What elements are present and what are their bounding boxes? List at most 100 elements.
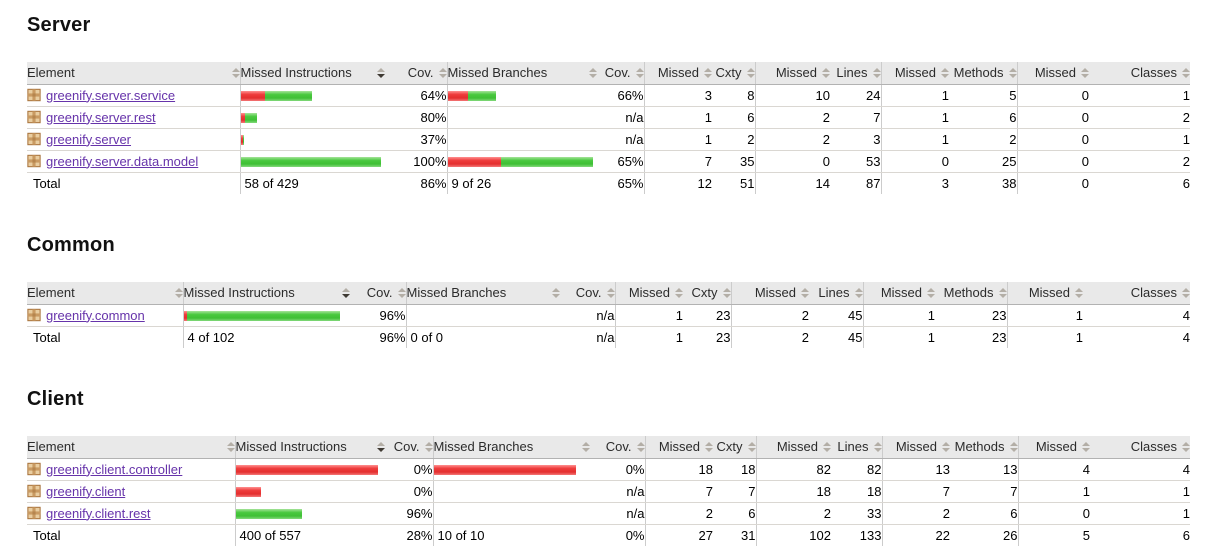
- instruction-coverage-value: 96%: [350, 304, 406, 327]
- counter-value: 1: [1090, 502, 1190, 525]
- package-icon: [27, 88, 41, 102]
- total-instructions: 58 of 429: [239, 172, 385, 194]
- column-header-missed-9[interactable]: Missed: [881, 436, 950, 459]
- counter-value: 35: [712, 150, 755, 173]
- total-branches: 9 of 26: [446, 172, 597, 194]
- column-header-missed-11[interactable]: Missed: [1016, 62, 1089, 85]
- sort-icon: [1082, 441, 1090, 452]
- column-header-element-0[interactable]: Element: [27, 62, 240, 85]
- branch-coverage-value: n/a: [590, 480, 645, 503]
- column-header-cov-2[interactable]: Cov.: [385, 436, 433, 459]
- counter-value: 2: [1089, 150, 1190, 173]
- total-counter-value: 1: [1006, 326, 1083, 348]
- total-branch-coverage: 65%: [617, 175, 644, 191]
- coverage-bar-cell: [446, 84, 597, 107]
- package-link[interactable]: greenify.client: [46, 483, 126, 499]
- package-link[interactable]: greenify.client.controller: [46, 461, 183, 477]
- column-header-element-0[interactable]: Element: [27, 282, 183, 305]
- column-header-missed-9[interactable]: Missed: [880, 62, 949, 85]
- column-header-cxty-6[interactable]: Cxty: [712, 62, 755, 85]
- column-header-methods-10[interactable]: Methods: [935, 282, 1007, 305]
- total-branch-coverage: n/a: [596, 329, 615, 345]
- column-header-missed-5[interactable]: Missed: [644, 436, 713, 459]
- column-header-missed-11[interactable]: Missed: [1006, 282, 1083, 305]
- total-counter-value: 14: [754, 172, 830, 194]
- counter-value: 2: [949, 128, 1017, 151]
- column-header-methods-10[interactable]: Methods: [950, 436, 1018, 459]
- column-header-missed-7[interactable]: Missed: [755, 436, 831, 459]
- sort-icon: [174, 287, 183, 298]
- package-link[interactable]: greenify.server: [46, 131, 132, 147]
- report-body: Server Element Missed Instructions Cov. Miss…: [27, 14, 1212, 546]
- column-header-missed-branches-3[interactable]: Missed Branches: [446, 62, 597, 85]
- counter-value: 2: [644, 502, 713, 525]
- coverage-section-server: Server Element Missed Instructions Cov. Miss…: [27, 14, 1212, 194]
- column-header-missed-5[interactable]: Missed: [643, 62, 712, 85]
- counter-value: 1: [1089, 84, 1190, 107]
- section-title: Server: [27, 14, 91, 36]
- total-counter-value: 5: [1017, 524, 1090, 546]
- column-header-lines-8[interactable]: Lines: [809, 282, 863, 305]
- counter-value: 4: [1090, 458, 1190, 481]
- column-header-cov-4[interactable]: Cov.: [560, 282, 615, 305]
- column-header-missed-7[interactable]: Missed: [730, 282, 809, 305]
- column-header-cov-4[interactable]: Cov.: [590, 436, 645, 459]
- counter-value: 10: [754, 84, 830, 107]
- total-instructions: 400 of 557: [234, 524, 385, 546]
- branch-coverage-value: 65%: [597, 150, 644, 173]
- column-header-missed-branches-3[interactable]: Missed Branches: [432, 436, 590, 459]
- package-link[interactable]: greenify.server.data.model: [46, 153, 199, 169]
- counter-value: 1: [614, 304, 683, 327]
- coverage-section-common: Common Element Missed Instructions Cov. Miss…: [27, 234, 1212, 348]
- counter-value: 3: [830, 128, 881, 151]
- counter-value: 18: [644, 458, 713, 481]
- column-header-cov-4[interactable]: Cov.: [597, 62, 644, 85]
- column-header-lines-8[interactable]: Lines: [830, 62, 881, 85]
- sort-icon: [226, 441, 235, 452]
- element-cell: greenify.client: [27, 480, 235, 503]
- column-header-cov-2[interactable]: Cov.: [385, 62, 447, 85]
- coverage-bar-cell: [432, 502, 590, 525]
- counter-value: 4: [1017, 458, 1090, 481]
- package-icon: [27, 462, 41, 476]
- counter-value: 0: [1016, 128, 1089, 151]
- package-link[interactable]: greenify.common: [46, 307, 145, 323]
- counter-value: 0: [880, 150, 949, 173]
- column-header-cxty-6[interactable]: Cxty: [713, 436, 756, 459]
- column-header-classes-12[interactable]: Classes: [1089, 62, 1190, 85]
- column-header-cov-2[interactable]: Cov.: [350, 282, 406, 305]
- column-header-missed-branches-3[interactable]: Missed Branches: [405, 282, 560, 305]
- column-header-missed-11[interactable]: Missed: [1017, 436, 1090, 459]
- package-link[interactable]: greenify.server.service: [46, 87, 176, 103]
- column-header-lines-8[interactable]: Lines: [831, 436, 882, 459]
- package-link[interactable]: greenify.client.rest: [46, 505, 151, 521]
- total-branches: 10 of 10: [432, 524, 590, 546]
- column-header-missed-7[interactable]: Missed: [754, 62, 830, 85]
- column-header-missed-5[interactable]: Missed: [614, 282, 683, 305]
- column-header-cxty-6[interactable]: Cxty: [683, 282, 731, 305]
- column-header-classes-12[interactable]: Classes: [1083, 282, 1190, 305]
- sort-icon: [746, 67, 755, 78]
- counter-value: 6: [949, 106, 1017, 129]
- column-header-missed-instructions-1[interactable]: Missed Instructions: [239, 62, 385, 85]
- column-header-element-0[interactable]: Element: [27, 436, 235, 459]
- counter-value: 7: [881, 480, 950, 503]
- header-row: Element Missed Instructions Cov. Missed Bra…: [27, 62, 1190, 85]
- total-counter-value: 6: [1182, 527, 1190, 543]
- total-label: Total: [33, 329, 61, 345]
- coverage-bar-cell: [446, 128, 597, 151]
- counter-value: 1: [1090, 480, 1190, 503]
- package-icon: [27, 132, 41, 146]
- column-header-missed-instructions-1[interactable]: Missed Instructions: [182, 282, 350, 305]
- column-header-methods-10[interactable]: Methods: [949, 62, 1017, 85]
- package-link[interactable]: greenify.server.rest: [46, 109, 156, 125]
- branch-coverage-value: n/a: [597, 128, 644, 151]
- sort-icon: [424, 441, 433, 452]
- column-header-missed-9[interactable]: Missed: [862, 282, 935, 305]
- missed-bar: [448, 157, 501, 168]
- column-header-missed-instructions-1[interactable]: Missed Instructions: [234, 436, 385, 459]
- sort-icon: [231, 67, 240, 78]
- column-header-classes-12[interactable]: Classes: [1090, 436, 1190, 459]
- sort-icon: [872, 67, 881, 78]
